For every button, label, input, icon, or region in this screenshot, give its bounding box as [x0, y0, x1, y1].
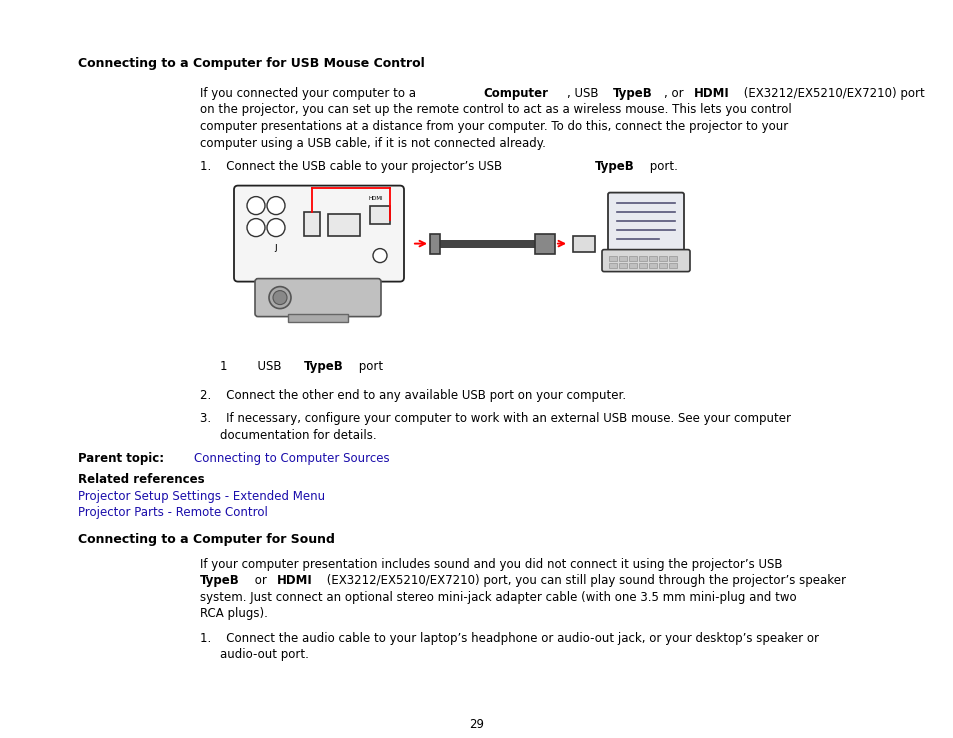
Text: TypeB: TypeB — [612, 87, 652, 100]
Text: Computer: Computer — [483, 87, 548, 100]
Bar — [608, 263, 617, 268]
Bar — [648, 263, 657, 268]
Bar — [639, 255, 646, 261]
Text: documentation for details.: documentation for details. — [220, 429, 376, 442]
Circle shape — [267, 218, 285, 237]
Text: HDMI: HDMI — [369, 196, 383, 201]
Text: port.: port. — [645, 159, 678, 173]
Bar — [304, 212, 319, 235]
Text: computer presentations at a distance from your computer. To do this, connect the: computer presentations at a distance fro… — [200, 120, 787, 133]
Text: , USB: , USB — [567, 87, 602, 100]
Bar — [628, 263, 637, 268]
Bar — [639, 263, 646, 268]
Bar — [288, 314, 348, 322]
Bar — [328, 213, 359, 235]
FancyBboxPatch shape — [601, 249, 689, 272]
Bar — [430, 234, 439, 254]
Text: (EX3212/EX5210/EX7210) port, you can still play sound through the projector’s sp: (EX3212/EX5210/EX7210) port, you can sti… — [322, 574, 845, 587]
Text: (EX3212/EX5210/EX7210) port: (EX3212/EX5210/EX7210) port — [740, 87, 924, 100]
Text: If you connected your computer to a: If you connected your computer to a — [200, 87, 419, 100]
Circle shape — [247, 218, 265, 237]
Text: Parent topic:: Parent topic: — [78, 452, 168, 465]
Text: on the projector, you can set up the remote control to act as a wireless mouse. : on the projector, you can set up the rem… — [200, 103, 791, 117]
Text: If your computer presentation includes sound and you did not connect it using th: If your computer presentation includes s… — [200, 558, 781, 570]
Bar — [659, 255, 666, 261]
Text: 1.    Connect the USB cable to your projector’s USB: 1. Connect the USB cable to your project… — [200, 159, 505, 173]
Bar — [573, 235, 595, 252]
Text: Connecting to Computer Sources: Connecting to Computer Sources — [194, 452, 390, 465]
Bar — [608, 255, 617, 261]
Bar — [659, 263, 666, 268]
Text: Related references: Related references — [78, 474, 204, 486]
Text: Connecting to a Computer for USB Mouse Control: Connecting to a Computer for USB Mouse C… — [78, 57, 424, 70]
Bar — [370, 206, 390, 224]
Text: Projector Setup Settings - Extended Menu: Projector Setup Settings - Extended Menu — [78, 490, 325, 503]
Text: TypeB: TypeB — [594, 159, 634, 173]
Bar — [618, 255, 626, 261]
Bar — [618, 263, 626, 268]
Text: Projector Parts - Remote Control: Projector Parts - Remote Control — [78, 506, 268, 520]
Bar — [439, 240, 537, 248]
Text: TypeB: TypeB — [200, 574, 239, 587]
Text: 3.    If necessary, configure your computer to work with an external USB mouse. : 3. If necessary, configure your computer… — [200, 413, 790, 425]
Text: HDMI: HDMI — [694, 87, 729, 100]
Text: computer using a USB cable, if it is not connected already.: computer using a USB cable, if it is not… — [200, 137, 545, 150]
FancyBboxPatch shape — [607, 193, 683, 252]
Text: or: or — [251, 574, 271, 587]
FancyBboxPatch shape — [254, 279, 380, 317]
Text: audio-out port.: audio-out port. — [220, 649, 309, 661]
Text: Connecting to a Computer for Sound: Connecting to a Computer for Sound — [78, 533, 335, 546]
Bar — [628, 255, 637, 261]
Text: RCA plugs).: RCA plugs). — [200, 607, 268, 620]
Circle shape — [269, 286, 291, 308]
Bar — [535, 234, 555, 254]
Circle shape — [267, 196, 285, 215]
Text: TypeB: TypeB — [304, 359, 344, 373]
Circle shape — [373, 249, 387, 263]
Text: port: port — [355, 359, 383, 373]
Text: 29: 29 — [469, 718, 484, 731]
Text: 2.    Connect the other end to any available USB port on your computer.: 2. Connect the other end to any availabl… — [200, 390, 625, 402]
Text: 1.    Connect the audio cable to your laptop’s headphone or audio-out jack, or y: 1. Connect the audio cable to your lapto… — [200, 632, 818, 645]
Circle shape — [273, 291, 287, 305]
Text: HDMI: HDMI — [276, 574, 312, 587]
Circle shape — [247, 196, 265, 215]
FancyBboxPatch shape — [233, 185, 403, 282]
Bar — [668, 255, 677, 261]
Bar — [648, 255, 657, 261]
Text: 1        USB: 1 USB — [220, 359, 285, 373]
Bar — [668, 263, 677, 268]
Text: , or: , or — [663, 87, 687, 100]
Text: ȷ: ȷ — [274, 241, 276, 252]
Text: system. Just connect an optional stereo mini-jack adapter cable (with one 3.5 mm: system. Just connect an optional stereo … — [200, 590, 796, 604]
